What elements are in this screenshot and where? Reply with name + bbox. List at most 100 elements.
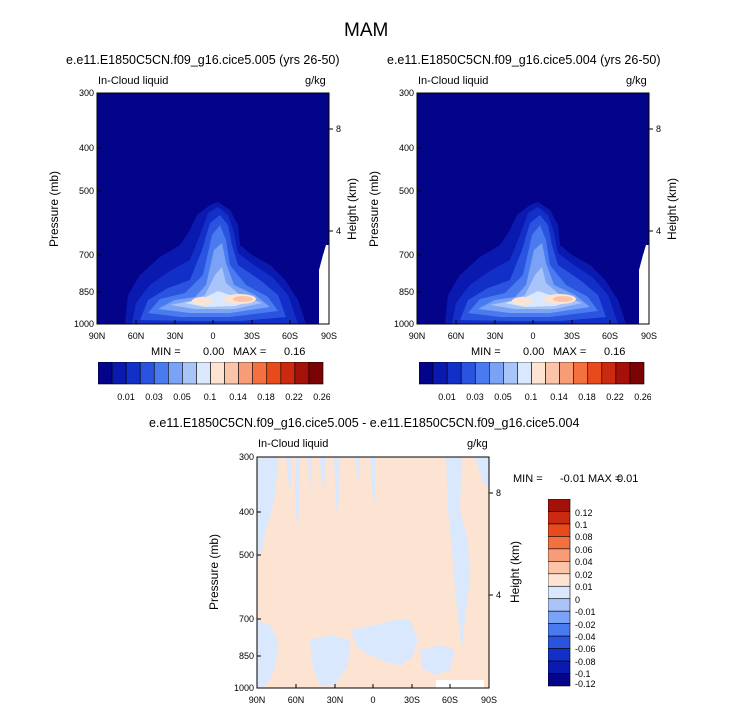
panel-2-max-label: MAX = [553,346,587,358]
colorbar-swatch [252,362,268,385]
colorbar-label: -0.1 [575,669,591,679]
colorbar-swatch [308,362,324,385]
colorbar-swatch [224,362,239,385]
colorbar-swatch [548,561,571,575]
panel-3-max-value: 0.01 [617,473,639,485]
colorbar-label: 0.02 [575,570,593,580]
colorbar-swatch [548,548,571,562]
x-tick-label: 60S [442,695,458,705]
colorbar-label: -0.02 [575,620,596,630]
colorbar-swatch [294,362,310,385]
x-tick-label: 90S [321,331,337,341]
colorbar-label: -0.12 [575,679,596,687]
panel-2-min-value: 0.00 [523,346,545,358]
colorbar-swatch [474,362,490,385]
colorbar-swatch [280,362,296,385]
panel-2-plot: 300 400 500 700 850 1000 8 4 90N 60N 30N… [367,88,679,341]
x-tick-label: 60S [282,331,298,341]
colorbar-swatch [446,362,462,385]
panel-2-max-value: 0.16 [604,346,626,358]
y2-tick-label: 8 [496,488,501,498]
y-tick-label: 300 [79,88,94,98]
panel-1-max-value: 0.16 [284,346,306,358]
colorbar-swatch [548,610,571,624]
colorbar-label: 0.01 [117,392,135,402]
y-tick-label: 1000 [394,319,414,329]
colorbar-label: 0.03 [145,392,163,402]
colorbar-swatch [489,362,504,385]
y2-tick-label: 4 [656,226,661,236]
panel-1-title: e.e11.E1850C5CN.f09_g16.cice5.005 (yrs 2… [66,53,340,67]
colorbar-label: -0.04 [575,632,596,642]
panel-1-units-label: g/kg [305,75,326,87]
y-tick-label: 500 [399,186,414,196]
colorbar-swatch [559,362,574,385]
colorbar-swatch [548,660,571,674]
colorbar-swatch [168,362,183,385]
y2-tick-label: 4 [336,226,341,236]
colorbar-label: 0.26 [313,392,330,402]
colorbar-label: 0.08 [575,532,593,542]
x-tick-label: 90S [481,695,497,705]
x-tick-label: 30N [167,331,184,341]
colorbar-swatch [548,585,571,600]
colorbar-label: 0.14 [229,392,247,402]
colorbar-swatch [153,362,169,385]
y-tick-label: 850 [399,287,414,297]
colorbar-swatch [266,362,282,385]
panel-2-units-label: g/kg [626,75,647,87]
colorbar-swatch [210,362,225,385]
y-tick-label: 700 [239,614,254,624]
panel-1-colorbar: 0.01 0.03 0.05 0.1 0.14 0.18 0.22 0.26 [98,362,330,402]
colorbar-swatch [139,362,155,385]
x-tick-label: 30S [244,331,260,341]
colorbar-label: -0.01 [575,607,596,617]
y-axis-label: Pressure (mb) [47,171,61,247]
colorbar-label: 0.01 [575,582,593,592]
colorbar-swatch [548,536,571,550]
x-tick-label: 90N [409,331,426,341]
panel-2-title: e.e11.E1850C5CN.f09_g16.cice5.004 (yrs 2… [387,53,661,67]
panel-1-min-label: MIN = [151,346,181,358]
colorbar-swatch [601,362,617,385]
colorbar-swatch [238,362,253,385]
x-tick-label: 90N [249,695,266,705]
colorbar-swatch [548,635,571,649]
panel-3-max-label: MAX = [588,473,622,485]
colorbar-swatch [615,362,631,385]
colorbar-label: 0.22 [285,392,303,402]
colorbar-label: 0.12 [575,508,593,518]
panel-3-min-value: -0.01 [560,473,586,485]
y-tick-label: 500 [79,186,94,196]
colorbar-label: 0.1 [204,392,217,402]
x-tick-label: 60N [288,695,305,705]
x-tick-label: 60N [448,331,465,341]
colorbar-label: 0.05 [173,392,191,402]
colorbar-swatch [125,362,141,385]
colorbar-swatch [545,362,560,385]
y-tick-label: 500 [239,550,254,560]
x-tick-label: 30S [564,331,580,341]
colorbar-swatch [182,362,197,385]
y-tick-label: 300 [239,452,254,462]
y2-axis-label: Height (km) [665,178,679,240]
colorbar-label: 0.06 [575,545,593,555]
y-tick-label: 400 [399,143,414,153]
x-tick-label: 30N [487,331,504,341]
panel-2-colorbar: 0.01 0.03 0.05 0.1 0.14 0.18 0.22 0.26 [419,362,651,402]
panel-3-plot: 300 400 500 700 850 1000 8 4 90N 60N 30N… [207,452,522,705]
colorbar-label: 0.1 [525,392,538,402]
x-tick-label: 30N [327,695,344,705]
x-tick-label: 0 [210,331,215,341]
panel-1-plot: 300 400 500 700 850 1000 8 4 90N 60N 30N… [47,88,359,341]
x-tick-label: 60N [128,331,145,341]
colorbar-swatch [548,623,571,637]
panel-3-units-label: g/kg [467,438,488,450]
x-tick-label: 90S [641,331,657,341]
panel-3-title: e.e11.E1850C5CN.f09_g16.cice5.005 - e.e1… [149,416,580,430]
colorbar-swatch [548,573,571,587]
y2-axis-label: Height (km) [508,541,522,603]
colorbar-label: 0.05 [494,392,512,402]
colorbar-swatch [548,673,571,687]
colorbar-swatch [548,511,571,525]
